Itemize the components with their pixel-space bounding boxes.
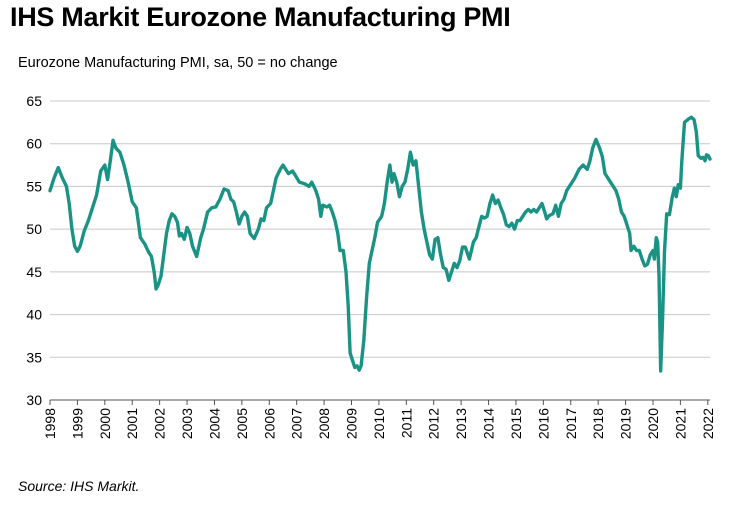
x-tick-label-2017: 2017 [563, 408, 579, 439]
x-tick-label-2016: 2016 [535, 408, 551, 439]
x-tick-label-2019: 2019 [618, 408, 634, 439]
x-tick-label-1998: 1998 [42, 408, 58, 439]
x-tick-label-2010: 2010 [371, 408, 387, 439]
x-tick-label-2003: 2003 [179, 408, 195, 439]
x-tick-label-2007: 2007 [289, 408, 305, 439]
y-tick-label-35: 35 [26, 349, 42, 365]
x-tick-label-2020: 2020 [645, 408, 661, 439]
axes [49, 399, 710, 405]
x-tick-label-2015: 2015 [508, 408, 524, 439]
x-tick-label-2000: 2000 [97, 408, 113, 439]
x-tick-label-2021: 2021 [672, 408, 688, 439]
x-tick-label-2013: 2013 [453, 408, 469, 439]
chart-subtitle: Eurozone Manufacturing PMI, sa, 50 = no … [18, 55, 338, 71]
x-tick-label-2006: 2006 [261, 408, 277, 439]
x-tick-labels: 1998 1999 2000 2001 2002 2003 2004 2005 2006 2007… [42, 408, 716, 439]
y-tick-label-55: 55 [26, 178, 42, 194]
source-note: Source: IHS Markit. [18, 478, 140, 494]
gridlines [50, 100, 710, 358]
x-tick-label-2014: 2014 [481, 408, 497, 439]
x-tick-label-2004: 2004 [206, 408, 222, 439]
x-tick-label-2005: 2005 [234, 408, 250, 439]
y-tick-label-45: 45 [26, 264, 42, 280]
y-tick-label-50: 50 [26, 221, 42, 237]
x-tick-label-2012: 2012 [426, 408, 442, 439]
x-tick-label-2002: 2002 [152, 408, 168, 439]
x-tick-label-2009: 2009 [343, 408, 359, 439]
x-tick-label-2008: 2008 [316, 408, 332, 439]
y-tick-label-30: 30 [26, 392, 42, 408]
y-tick-label-65: 65 [26, 93, 42, 109]
x-tick-label-2022: 2022 [700, 408, 716, 439]
y-tick-label-40: 40 [26, 307, 42, 323]
y-tick-labels: 30 35 40 45 50 55 60 65 [26, 93, 42, 408]
x-tick-label-2011: 2011 [398, 408, 414, 438]
y-tick-label-60: 60 [26, 136, 42, 152]
chart-title: IHS Markit Eurozone Manufacturing PMI [10, 2, 511, 32]
series-line-0 [48, 115, 712, 373]
x-tick-label-1999: 1999 [69, 408, 85, 439]
x-tick-label-2018: 2018 [590, 408, 606, 439]
series-layer [48, 115, 712, 373]
x-tick-label-2001: 2001 [124, 408, 140, 439]
